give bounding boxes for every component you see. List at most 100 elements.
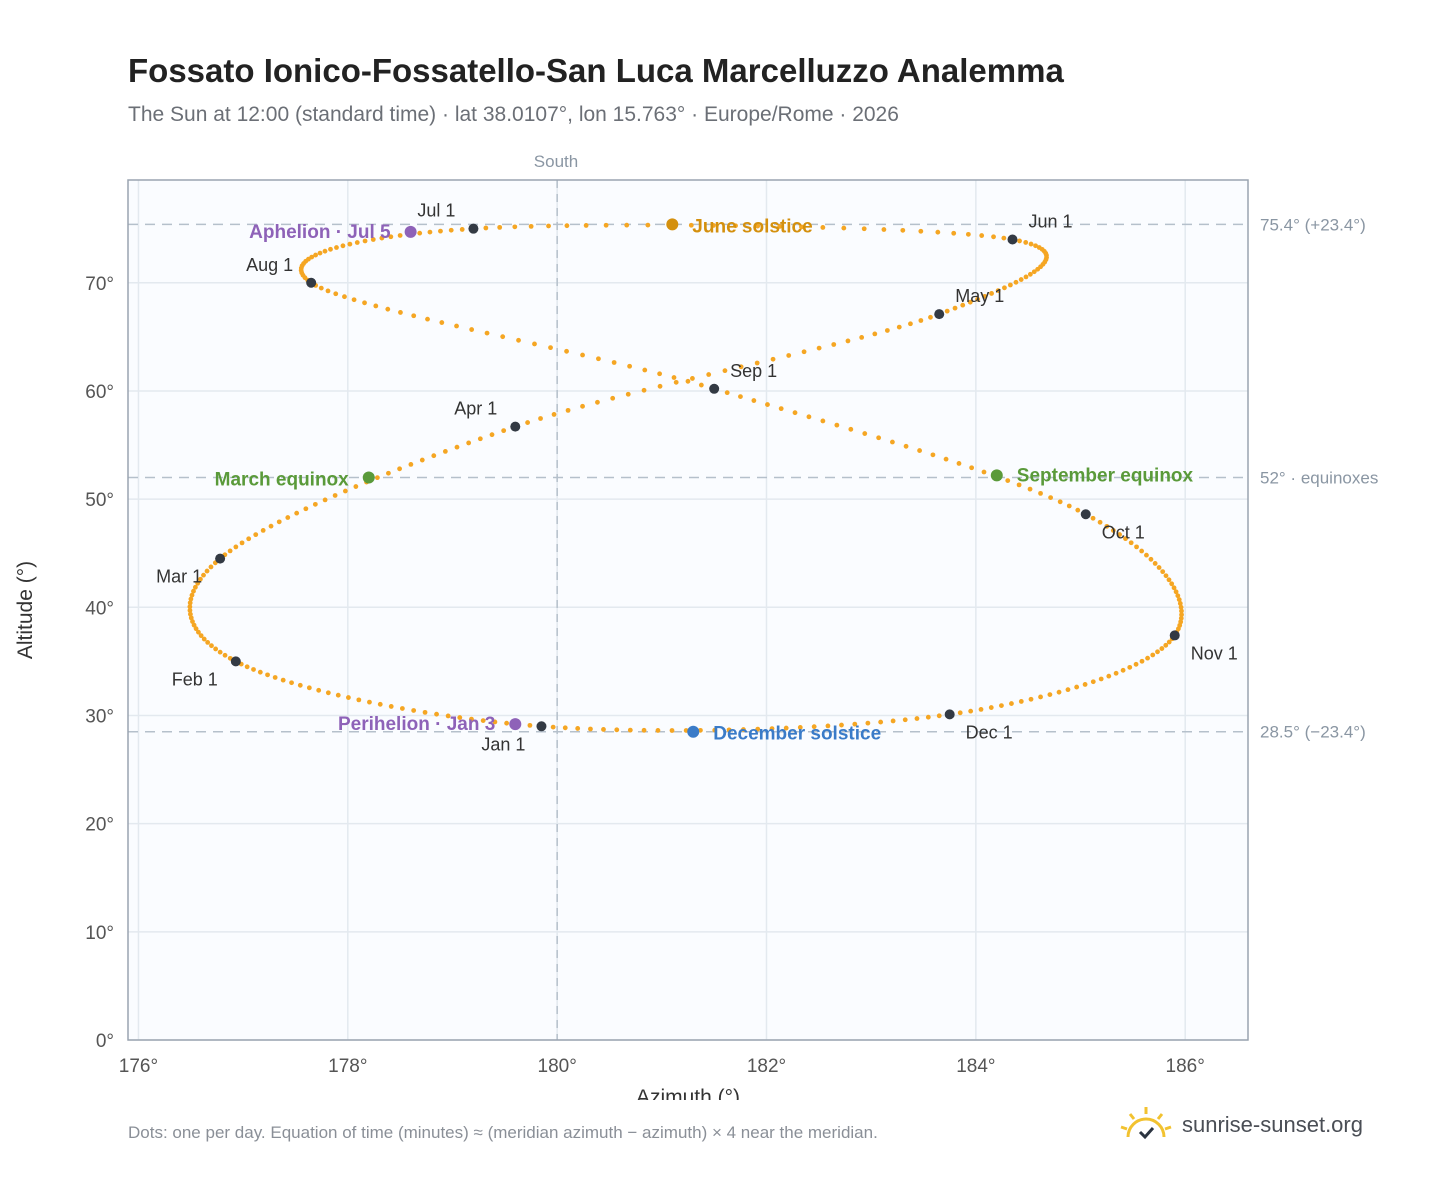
y-tick-label: 0° bbox=[96, 1031, 114, 1052]
daily-sun-dot bbox=[187, 604, 193, 610]
daily-sun-dot bbox=[397, 466, 402, 472]
daily-sun-dot bbox=[903, 443, 909, 449]
daily-sun-dot bbox=[982, 293, 988, 299]
month-marker-dot bbox=[536, 721, 547, 732]
daily-sun-dot bbox=[1028, 241, 1034, 247]
daily-sun-dot bbox=[1090, 679, 1096, 685]
daily-sun-dot bbox=[792, 410, 798, 416]
daily-sun-dot bbox=[928, 314, 933, 320]
daily-sun-dot bbox=[354, 240, 360, 245]
daily-sun-dot bbox=[671, 375, 677, 380]
x-axis-label: Azimuth (°) bbox=[636, 1086, 740, 1100]
daily-sun-dot bbox=[799, 224, 804, 230]
daily-sun-dot bbox=[268, 523, 274, 529]
daily-sun-dot bbox=[306, 685, 312, 691]
month-marker-label: Oct 1 bbox=[1102, 522, 1145, 542]
daily-sun-dot bbox=[975, 296, 981, 302]
daily-sun-dot bbox=[227, 548, 233, 554]
daily-sun-dot bbox=[565, 407, 571, 413]
daily-sun-dot bbox=[1027, 271, 1033, 277]
daily-sun-dot bbox=[770, 356, 776, 362]
daily-sun-dot bbox=[1179, 612, 1184, 618]
daily-sun-dot bbox=[968, 708, 974, 714]
daily-sun-dot bbox=[297, 682, 303, 688]
daily-sun-dot bbox=[755, 223, 761, 229]
daily-sun-dot bbox=[878, 719, 884, 725]
daily-sun-dot bbox=[332, 493, 338, 498]
daily-sun-dot bbox=[497, 224, 503, 230]
daily-sun-dot bbox=[1001, 235, 1007, 241]
daily-sun-dot bbox=[1163, 642, 1169, 648]
y-tick-label: 40° bbox=[85, 598, 114, 619]
daily-sun-dot bbox=[198, 633, 204, 639]
plot-frame bbox=[127, 179, 1249, 1041]
event-marker-label: June solstice bbox=[692, 216, 812, 237]
daily-sun-dot bbox=[483, 225, 489, 231]
daily-sun-dot bbox=[988, 705, 994, 710]
daily-sun-dot bbox=[1016, 482, 1022, 488]
y-tick-label: 20° bbox=[85, 815, 114, 836]
daily-sun-dot bbox=[967, 299, 973, 305]
daily-sun-dot bbox=[872, 331, 878, 337]
daily-sun-dot bbox=[265, 672, 270, 678]
daily-sun-dot bbox=[551, 412, 557, 417]
x-tick-label: 182° bbox=[747, 1056, 786, 1077]
brand-logo[interactable]: sunrise-sunset.org bbox=[1118, 1100, 1363, 1150]
daily-sun-dot bbox=[1133, 661, 1139, 667]
daily-sun-dot bbox=[398, 310, 403, 315]
daily-sun-dot bbox=[276, 519, 282, 525]
daily-sun-dot bbox=[188, 615, 194, 621]
daily-sun-dot bbox=[754, 360, 760, 366]
event-marker-label: December solstice bbox=[713, 724, 881, 745]
daily-sun-dot bbox=[1065, 687, 1071, 693]
daily-sun-dot bbox=[257, 669, 263, 675]
daily-sun-dot bbox=[951, 230, 957, 236]
daily-sun-dot bbox=[239, 540, 245, 546]
daily-sun-dot bbox=[351, 297, 357, 303]
x-tick-label: 178° bbox=[328, 1056, 367, 1077]
footnote: Dots: one per day. Equation of time (min… bbox=[128, 1123, 878, 1142]
daily-sun-dot bbox=[1166, 639, 1172, 645]
daily-sun-dot bbox=[280, 677, 286, 683]
daily-sun-dot bbox=[610, 395, 616, 401]
daily-sun-dot bbox=[527, 722, 533, 728]
daily-sun-dot bbox=[900, 227, 906, 233]
daily-sun-dot bbox=[196, 629, 201, 635]
daily-sun-dot bbox=[477, 436, 483, 442]
y-tick-label: 70° bbox=[85, 274, 114, 295]
daily-sun-dot bbox=[1075, 507, 1081, 513]
daily-sun-dot bbox=[399, 706, 405, 711]
daily-sun-dot bbox=[222, 652, 228, 658]
daily-sun-dot bbox=[978, 706, 984, 712]
daily-sun-dot bbox=[492, 719, 498, 725]
daily-sun-dot bbox=[469, 716, 474, 722]
daily-sun-dot bbox=[688, 222, 694, 228]
daily-sun-dot bbox=[325, 690, 331, 696]
daily-sun-dot bbox=[188, 611, 193, 617]
daily-sun-dot bbox=[1036, 245, 1042, 250]
y-tick-label: 10° bbox=[85, 923, 114, 944]
daily-sun-dot bbox=[1159, 646, 1165, 651]
daily-sun-dot bbox=[712, 727, 718, 733]
analemma-chart: 75.4° (+23.4°) 52° · equinoxes 28.5° (−23.… bbox=[14, 152, 1378, 1100]
daily-sun-dot bbox=[624, 222, 630, 228]
daily-sun-dot bbox=[187, 600, 193, 606]
daily-sun-dot bbox=[313, 252, 318, 258]
daily-sun-dot bbox=[896, 324, 902, 330]
daily-sun-dot bbox=[908, 321, 913, 327]
daily-sun-dot bbox=[484, 330, 490, 336]
daily-sun-dot bbox=[1031, 269, 1037, 275]
daily-sun-dot bbox=[930, 452, 936, 458]
daily-sun-dot bbox=[738, 394, 743, 399]
month-marker-label: Apr 1 bbox=[454, 399, 497, 419]
daily-sun-dot bbox=[641, 727, 647, 733]
daily-sun-dot bbox=[722, 368, 728, 374]
daily-sun-dot bbox=[504, 720, 510, 726]
daily-sun-dot bbox=[195, 580, 201, 586]
daily-sun-dot bbox=[1018, 699, 1024, 704]
daily-sun-dot bbox=[1002, 285, 1007, 291]
daily-sun-dot bbox=[388, 234, 394, 240]
daily-sun-dot bbox=[839, 722, 844, 728]
daily-sun-dot bbox=[189, 592, 195, 598]
daily-sun-dot bbox=[783, 725, 789, 731]
